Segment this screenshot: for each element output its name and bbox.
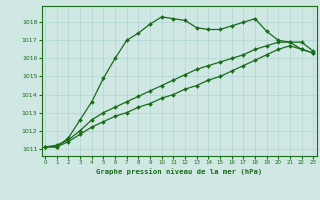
X-axis label: Graphe pression niveau de la mer (hPa): Graphe pression niveau de la mer (hPa): [96, 168, 262, 175]
